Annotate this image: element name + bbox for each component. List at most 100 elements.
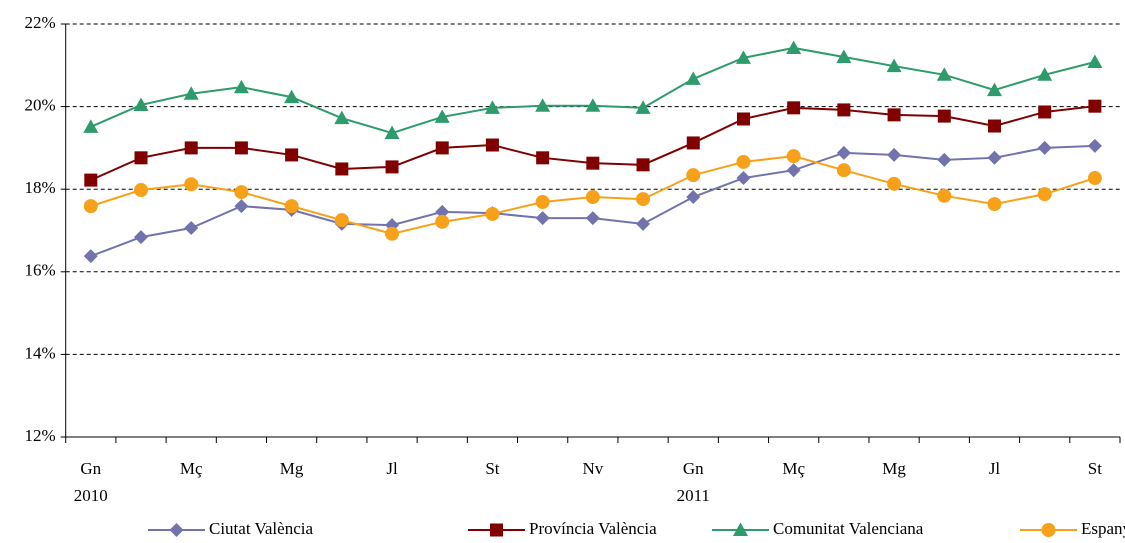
data-point [886, 58, 902, 73]
x-group-label: 2010 [74, 486, 108, 505]
data-point [986, 82, 1002, 97]
data-point [937, 109, 951, 123]
data-point [435, 204, 450, 219]
data-point [233, 79, 249, 94]
x-tick-label: St [485, 459, 499, 478]
data-point [535, 195, 550, 210]
data-point [83, 119, 99, 133]
data-point [636, 158, 650, 172]
legend-item: Província València [468, 519, 657, 538]
data-point [887, 147, 902, 162]
data-point [484, 100, 500, 114]
data-point [334, 110, 350, 125]
data-point [234, 185, 249, 200]
x-tick-label: Jl [989, 459, 1001, 478]
x-tick-label: Jl [386, 459, 398, 478]
data-point [586, 156, 600, 170]
data-point [485, 206, 500, 221]
y-tick-label: 14% [25, 343, 56, 362]
series [83, 149, 1102, 241]
data-point [384, 125, 400, 140]
data-point [234, 199, 249, 214]
legend-marker [733, 522, 748, 536]
data-point [234, 141, 248, 155]
data-point [1037, 140, 1052, 155]
data-point [184, 141, 198, 155]
data-point [636, 216, 651, 231]
data-point [1037, 187, 1052, 202]
x-tick-label: Mg [280, 459, 304, 478]
data-point [133, 97, 149, 111]
x-tick-label: Gn [80, 459, 101, 478]
legend-marker [490, 523, 503, 537]
x-tick-label: St [1088, 459, 1102, 478]
legend-item: Ciutat València [148, 519, 313, 538]
data-point [385, 226, 400, 241]
data-point [686, 136, 700, 150]
data-point [735, 50, 751, 64]
x-tick-label: Gn [683, 459, 704, 478]
data-point [285, 148, 299, 162]
data-point [736, 171, 751, 186]
data-point [636, 192, 651, 207]
data-point [435, 214, 450, 229]
legend-label: Espanya [1081, 519, 1125, 538]
data-point [736, 154, 751, 169]
x-tick-label: Mç [782, 459, 805, 478]
data-point [184, 177, 199, 192]
x-group-label: 2011 [677, 486, 710, 505]
data-point [836, 145, 851, 160]
data-point [184, 221, 199, 236]
data-point [585, 190, 600, 205]
data-point [134, 230, 149, 245]
data-point [937, 188, 952, 203]
data-point [786, 163, 801, 178]
data-point [686, 168, 701, 183]
data-point [134, 151, 148, 165]
data-point [284, 199, 299, 214]
data-point [887, 176, 902, 191]
x-tick-label: Mg [882, 459, 906, 478]
data-point [1087, 54, 1103, 68]
data-point [134, 183, 149, 198]
data-point [836, 49, 852, 64]
y-tick-label: 18% [25, 178, 56, 197]
data-point [535, 98, 551, 112]
data-point [936, 67, 952, 81]
data-point [585, 98, 601, 112]
data-point [334, 213, 349, 228]
x-tick-label: Mç [180, 459, 203, 478]
data-point [837, 103, 851, 117]
data-point [736, 112, 750, 126]
y-tick-label: 16% [25, 261, 56, 280]
data-point [1087, 138, 1102, 153]
legend-item: Comunitat Valenciana [712, 519, 924, 538]
legend-marker [1041, 523, 1056, 537]
data-point [836, 163, 851, 178]
data-point [987, 119, 1001, 133]
data-point [83, 199, 98, 214]
data-point [83, 249, 98, 264]
data-point [987, 197, 1002, 212]
y-tick-label: 12% [25, 426, 56, 445]
data-point [536, 151, 550, 165]
legend-label: Comunitat Valenciana [773, 519, 924, 538]
data-point [1038, 105, 1052, 119]
data-point [685, 71, 701, 85]
data-point [787, 101, 801, 115]
data-point [1087, 171, 1102, 186]
data-point [84, 173, 98, 187]
data-point [335, 162, 349, 176]
data-point [485, 138, 499, 152]
legend-label: Ciutat València [209, 519, 313, 538]
data-point [686, 190, 701, 205]
series [83, 40, 1103, 140]
data-point [1088, 99, 1102, 113]
legend-marker [169, 523, 184, 537]
data-point [1037, 67, 1053, 81]
data-point [385, 160, 399, 174]
data-point [585, 211, 600, 226]
legend-item: Espanya [1020, 519, 1125, 538]
data-point [887, 108, 901, 122]
